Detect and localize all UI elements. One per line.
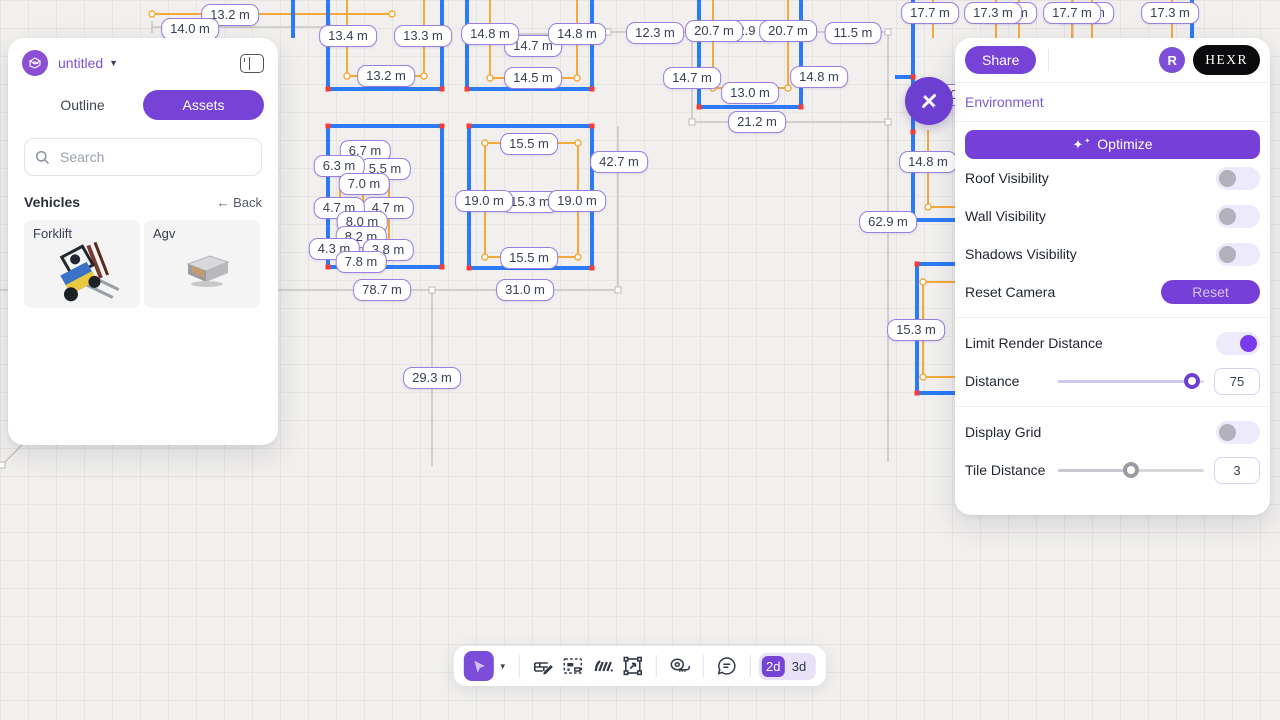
zone-tool-icon bbox=[563, 658, 582, 674]
wall-visibility-toggle[interactable] bbox=[1216, 204, 1260, 228]
project-title-caret-icon[interactable]: ▼ bbox=[109, 58, 119, 68]
display-grid-label: Display Grid bbox=[965, 424, 1042, 440]
crossed-tools-icon bbox=[921, 93, 937, 109]
search-box[interactable] bbox=[24, 138, 262, 176]
tile-distance-slider[interactable] bbox=[1058, 462, 1204, 478]
section-divider bbox=[955, 317, 1270, 318]
app-logo-icon[interactable] bbox=[22, 50, 48, 76]
transform-tool-icon bbox=[623, 656, 642, 676]
comment-tool-button[interactable] bbox=[712, 651, 742, 681]
roof-visibility-toggle[interactable] bbox=[1216, 166, 1260, 190]
limit-render-distance-label: Limit Render Distance bbox=[965, 335, 1103, 351]
optimize-button[interactable]: ✦Optimize bbox=[965, 130, 1260, 159]
tile-distance-slider-knob[interactable] bbox=[1123, 462, 1139, 478]
reset-camera-button[interactable]: Reset bbox=[1161, 280, 1260, 304]
zone-tool-button[interactable] bbox=[558, 651, 588, 681]
mode-2d-button[interactable]: 2d bbox=[761, 655, 785, 677]
transform-tool-button[interactable] bbox=[618, 651, 648, 681]
hatch-tool-icon bbox=[594, 660, 613, 672]
bottom-toolbar: ▼ bbox=[453, 646, 827, 686]
dimension-toggle: 2d 3d bbox=[758, 652, 817, 680]
agv-image bbox=[186, 255, 230, 287]
toolbar-divider bbox=[518, 655, 520, 677]
tile-distance-value-field[interactable]: 3 bbox=[1214, 456, 1260, 484]
asset-name: Agv bbox=[153, 226, 176, 241]
collapse-panel-icon[interactable] bbox=[240, 53, 264, 73]
limit-render-distance-toggle[interactable] bbox=[1216, 331, 1260, 355]
asset-card-agv[interactable]: Agv bbox=[144, 220, 260, 308]
asset-name: Forklift bbox=[33, 226, 72, 241]
vehicles-section-title: Vehicles bbox=[24, 194, 81, 210]
tools-fab-button[interactable] bbox=[905, 77, 953, 125]
shadows-visibility-label: Shadows Visibility bbox=[965, 246, 1077, 262]
project-panel: untitled ▼ Outline Assets Vehicles ← Bac… bbox=[8, 38, 278, 445]
wall-visibility-label: Wall Visibility bbox=[965, 208, 1046, 224]
brand-badge[interactable]: HEXR bbox=[1193, 45, 1260, 75]
toolbar-divider bbox=[702, 655, 704, 677]
header-divider bbox=[1048, 49, 1050, 71]
project-header: untitled ▼ bbox=[8, 38, 278, 84]
toolbar-divider bbox=[655, 655, 657, 677]
environment-panel: Share R HEXR Environment ✦Optimize Roof … bbox=[955, 38, 1270, 515]
distance-slider[interactable] bbox=[1058, 373, 1204, 389]
select-tool-caret-icon[interactable]: ▼ bbox=[498, 661, 507, 671]
comment-bubble-icon bbox=[717, 657, 736, 675]
user-avatar[interactable]: R bbox=[1159, 47, 1186, 73]
search-input[interactable] bbox=[58, 148, 251, 166]
share-button[interactable]: Share bbox=[965, 46, 1037, 74]
asset-card-forklift[interactable]: Forklift bbox=[24, 220, 140, 308]
distance-value-field[interactable]: 75 bbox=[1214, 367, 1260, 395]
section-divider bbox=[955, 406, 1270, 407]
select-tool-button[interactable] bbox=[463, 651, 494, 681]
project-title[interactable]: untitled bbox=[58, 55, 104, 71]
shadows-visibility-toggle[interactable] bbox=[1216, 242, 1260, 266]
tab-assets[interactable]: Assets bbox=[143, 90, 264, 120]
panel-tabs: Outline Assets bbox=[8, 84, 278, 124]
mode-3d-button[interactable]: 3d bbox=[791, 658, 807, 674]
search-icon bbox=[35, 150, 50, 164]
measure-tool-button[interactable] bbox=[665, 651, 695, 681]
tab-outline[interactable]: Outline bbox=[60, 97, 105, 113]
wall-tool-icon bbox=[533, 662, 553, 675]
forklift-image bbox=[59, 241, 120, 302]
hatch-tool-button[interactable] bbox=[588, 651, 618, 681]
environment-heading: Environment bbox=[955, 83, 1270, 122]
display-grid-toggle[interactable] bbox=[1216, 420, 1260, 444]
toolbar-divider bbox=[749, 655, 751, 677]
back-link[interactable]: ← Back bbox=[216, 194, 262, 210]
reset-camera-label: Reset Camera bbox=[965, 284, 1056, 300]
distance-label: Distance bbox=[965, 373, 1020, 389]
sparkle-icon: ✦ bbox=[1072, 137, 1089, 153]
roof-visibility-label: Roof Visibility bbox=[965, 170, 1049, 186]
wall-tool-button[interactable] bbox=[528, 651, 558, 681]
tile-distance-label: Tile Distance bbox=[965, 462, 1046, 478]
cursor-arrow-icon bbox=[474, 660, 485, 673]
distance-slider-knob[interactable] bbox=[1184, 373, 1201, 389]
measure-tape-icon bbox=[670, 658, 690, 672]
